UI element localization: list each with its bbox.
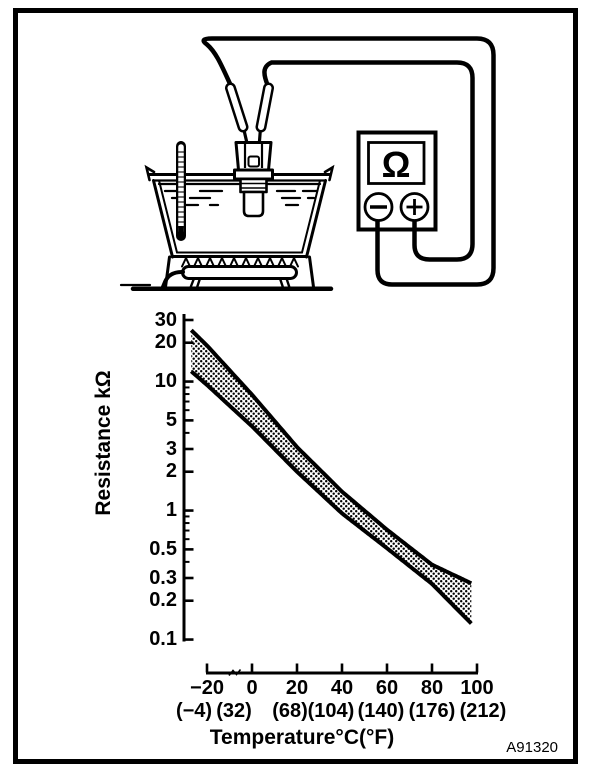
y-tick-label: 0.1 — [149, 628, 177, 651]
y-tick-label: 10 — [154, 370, 177, 393]
x-tick-label-f: (212) — [459, 700, 507, 722]
y-tick-label: 20 — [154, 331, 177, 354]
x-tick-label-c: 40 — [330, 677, 354, 699]
x-tick-label-f: (140) — [357, 700, 405, 722]
x-tick-label-c: 20 — [285, 677, 309, 699]
x-tick-label-c: 100 — [460, 677, 494, 699]
y-tick-label: 0.5 — [149, 537, 177, 560]
x-tick-label-f: (68) — [272, 700, 308, 722]
pot-handle-left — [144, 164, 156, 182]
x-tick-label-c: −20 — [190, 677, 224, 699]
y-axis-ticks — [182, 318, 194, 641]
wire-negative — [201, 36, 496, 287]
test-probes — [225, 82, 274, 143]
y-tick-label: 1 — [165, 499, 177, 522]
tolerance-band — [189, 328, 473, 625]
burner-tube — [181, 265, 298, 280]
ohmmeter-display — [367, 141, 426, 185]
x-tick-label-f: (104) — [307, 700, 355, 722]
x-tick-label-f: (−4) — [175, 700, 213, 722]
pot-handle-right — [323, 164, 335, 182]
x-tick-label-c: 60 — [375, 677, 399, 699]
y-axis-title: Resistance kΩ — [92, 370, 115, 516]
x-tick-label-c: 0 — [246, 677, 258, 699]
wires — [201, 36, 496, 287]
ohm-symbol: Ω — [382, 144, 411, 185]
figure-code: A91320 — [506, 739, 558, 756]
y-tick-label: 2 — [165, 460, 177, 483]
gas-pipe — [160, 269, 185, 290]
y-tick-label: 0.2 — [149, 589, 177, 612]
sensor-hex-flange — [233, 168, 274, 181]
y-tick-label: 0.3 — [149, 566, 177, 589]
resistance-chart — [182, 314, 479, 676]
burner-flames — [181, 257, 299, 268]
burner — [119, 255, 334, 292]
thermometer-bulb — [178, 226, 184, 235]
x-tick-label-c: 80 — [420, 677, 444, 699]
ohmmeter-terminals — [363, 192, 430, 222]
temperature-sensor — [233, 141, 274, 218]
y-tick-label: 3 — [165, 437, 177, 460]
x-axis-title: Temperature°C(°F) — [209, 726, 395, 749]
axis-break — [228, 669, 242, 676]
x-tick-label-f: (32) — [216, 700, 252, 722]
x-axis-ticks — [205, 663, 479, 673]
y-tick-label: 30 — [154, 308, 177, 331]
thermometer — [176, 141, 186, 241]
sensor-thread — [239, 177, 268, 194]
x-tick-label-f: (176) — [408, 700, 456, 722]
figure-border — [13, 8, 578, 764]
water-bath — [144, 164, 335, 259]
wire-positive — [262, 60, 475, 262]
sensor-tip — [242, 190, 265, 218]
y-tick-label: 5 — [165, 408, 177, 431]
